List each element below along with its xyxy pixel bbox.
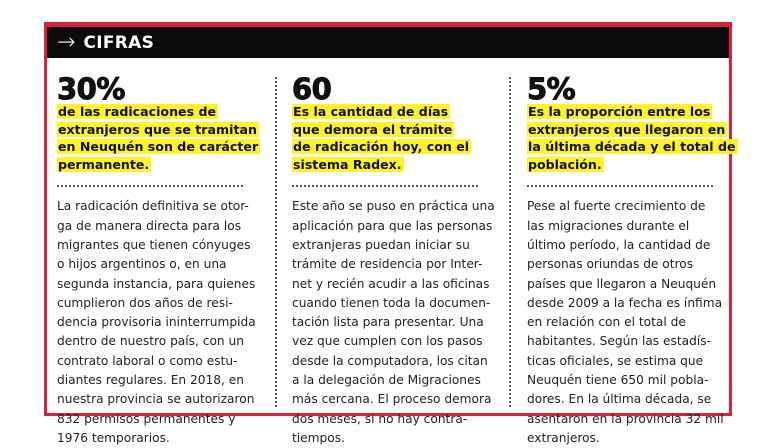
stat-figure: 30% bbox=[57, 72, 126, 106]
body-line: nuestra provincia se autorizaron bbox=[57, 392, 255, 407]
body-line: a la delegación de Migraciones bbox=[292, 373, 481, 388]
body-line: aplicación para que las personas bbox=[292, 218, 493, 233]
stat-column-1: 30% de las radicaciones de extranjeros que… bbox=[57, 72, 272, 448]
body-line: más cercana. El proceso demora bbox=[292, 392, 492, 407]
highlighted-line: de radicación hoy, con el bbox=[292, 139, 472, 155]
highlighted-line: población. bbox=[527, 156, 604, 172]
stat-column-2: 60 Es la cantidad de días que demora el tr… bbox=[292, 72, 507, 448]
body-line: personas oriundas de otros bbox=[527, 257, 694, 272]
body-line: desde 2009 a la fecha es ínfima bbox=[527, 295, 723, 310]
stat-body-text: La radicación definitiva se otor-ga de m… bbox=[57, 197, 272, 448]
highlighted-line: de las radicaciones de bbox=[57, 104, 219, 119]
cifras-box: → CIFRAS 30% de las radicaciones de extran… bbox=[44, 22, 738, 445]
body-line: extranjeras puedan iniciar su bbox=[292, 237, 470, 252]
body-line: tiempos. bbox=[292, 430, 345, 445]
column-divider bbox=[509, 77, 511, 407]
highlighted-line: que demora el trámite bbox=[292, 121, 455, 137]
body-line: 1976 temporarios. bbox=[57, 430, 170, 445]
column-divider bbox=[275, 77, 277, 407]
section-title: CIFRAS bbox=[83, 32, 155, 53]
highlighted-line: extranjeros que llegaron en bbox=[527, 121, 728, 137]
body-line: extranjeros. bbox=[527, 430, 600, 445]
body-line: La radicación definitiva se otor- bbox=[57, 199, 249, 214]
arrow-right-icon: → bbox=[57, 29, 76, 55]
stat-subtitle: de las radicaciones de extranjeros que se… bbox=[57, 103, 272, 173]
highlighted-line: permanente. bbox=[57, 156, 152, 172]
stat-figure: 5% bbox=[527, 72, 577, 106]
stat-column-3: 5% Es la proporción entre los extranjeros … bbox=[527, 72, 742, 448]
body-line: dentro de nuestro país, con un bbox=[57, 334, 244, 349]
body-line: cumplieron dos años de resi- bbox=[57, 295, 233, 310]
highlighted-line: Es la proporción entre los bbox=[527, 104, 713, 119]
highlighted-line: Es la cantidad de días bbox=[292, 104, 451, 119]
stat-body-text: Este año se puso en práctica una aplicaci… bbox=[292, 197, 507, 448]
body-line: Este año se puso en práctica una bbox=[292, 199, 495, 214]
highlighted-line: sistema Radex. bbox=[292, 156, 404, 172]
body-line: segunda instancia, para quienes bbox=[57, 276, 256, 291]
stat-subtitle: Es la proporción entre los extranjeros qu… bbox=[527, 103, 742, 173]
body-line: contrato laboral o como estu- bbox=[57, 353, 238, 368]
header-bar: → CIFRAS bbox=[47, 27, 729, 58]
body-line: en relación con el total de bbox=[527, 315, 686, 330]
body-line: ticas oficiales, se estima que bbox=[527, 353, 704, 368]
dotted-separator bbox=[527, 185, 713, 188]
body-line: net y recién acudir a las oficinas bbox=[292, 276, 490, 291]
body-line: diantes regulares. En 2018, en bbox=[57, 373, 244, 388]
body-line: dores. En la última década, se bbox=[527, 392, 712, 407]
body-line: o hijos argentinos o, en una bbox=[57, 257, 227, 272]
body-line: ga de manera directa para los bbox=[57, 218, 242, 233]
dotted-separator bbox=[57, 185, 243, 188]
body-line: vez que cumplen con los pasos bbox=[292, 334, 483, 349]
body-line: dos meses, si no hay contra- bbox=[292, 411, 468, 426]
body-line: cuando tienen toda la documen- bbox=[292, 295, 491, 310]
body-line: Neuquén tiene 650 mil pobla- bbox=[527, 373, 709, 388]
highlighted-line: en Neuquén son de carácter bbox=[57, 139, 261, 155]
body-line: último período, la cantidad de bbox=[527, 237, 711, 252]
body-line: tación lista para presentar. Una bbox=[292, 315, 484, 330]
highlighted-line: la última década y el total de bbox=[527, 139, 738, 155]
stat-body-text: Pese al fuerte crecimiento de las migraci… bbox=[527, 197, 742, 448]
stat-figure: 60 bbox=[292, 72, 333, 106]
body-line: Pese al fuerte crecimiento de bbox=[527, 199, 706, 214]
body-line: 832 permisos permanentes y bbox=[57, 411, 236, 426]
body-line: asentaron en la provincia 32 mil bbox=[527, 411, 724, 426]
body-line: habitantes. Según las estadís- bbox=[527, 334, 711, 349]
body-line: migrantes que tienen cónyuges bbox=[57, 237, 251, 252]
dotted-separator bbox=[292, 185, 478, 188]
stat-subtitle: Es la cantidad de días que demora el trám… bbox=[292, 103, 507, 173]
highlighted-line: extranjeros que se tramitan bbox=[57, 121, 259, 137]
body-line: dencia provisoria ininterrumpida bbox=[57, 315, 256, 330]
body-line: trámite de residencia por Inter- bbox=[292, 257, 483, 272]
body-line: desde la computadora, los citan bbox=[292, 353, 488, 368]
body-line: las migraciones durante el bbox=[527, 218, 690, 233]
body-line: países que llegaron a Neuquén bbox=[527, 276, 717, 291]
